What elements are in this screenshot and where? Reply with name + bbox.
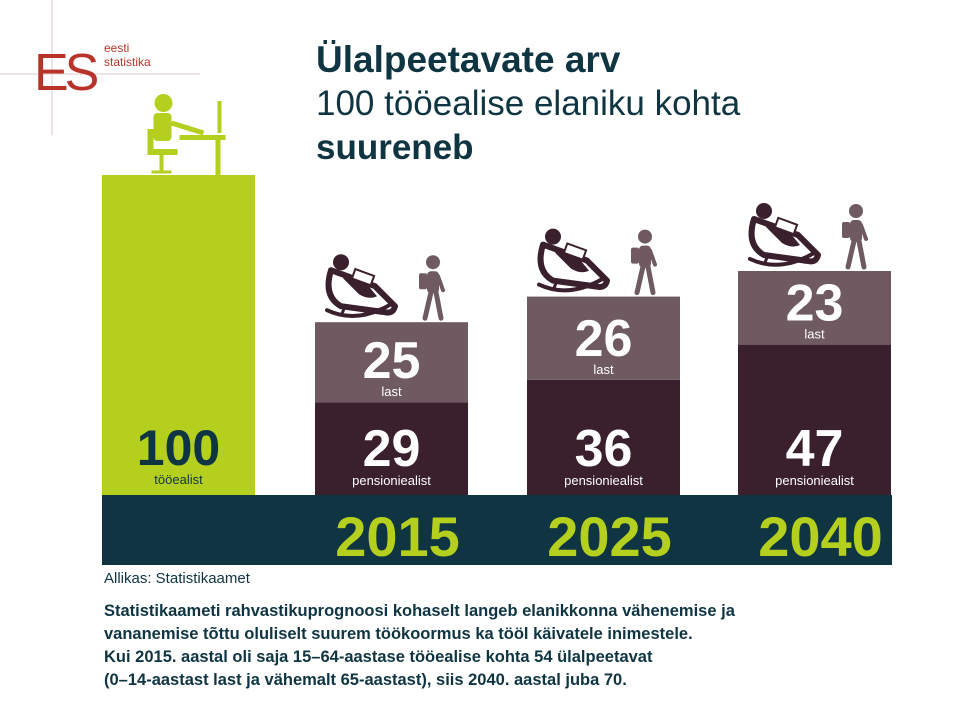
- icon-part: [849, 204, 863, 218]
- label-last-2015: last: [381, 384, 402, 399]
- bar-base-value: 100: [137, 420, 220, 476]
- icon-part: [419, 273, 427, 290]
- icon-part: [850, 220, 862, 242]
- icon-part: [436, 274, 445, 293]
- icon-part: [179, 135, 226, 140]
- value-pensioniealist-2040: 47: [786, 420, 844, 478]
- icon-part: [562, 242, 588, 262]
- label-last-2040: last: [804, 327, 825, 342]
- icon-part: [339, 305, 347, 317]
- icon-part: [762, 254, 770, 266]
- icon-part: [800, 256, 808, 264]
- bar-last-2040: [738, 271, 891, 345]
- icon-part: [856, 238, 867, 270]
- icon-part: [638, 229, 652, 244]
- label-last-2025: last: [593, 362, 614, 377]
- icon-part: [555, 250, 589, 273]
- logo-line2: statistika: [104, 55, 151, 69]
- value-last-2015: 25: [363, 332, 421, 390]
- icon-part: [845, 238, 857, 270]
- description-line: (0–14-aastast last ja vähemalt 65-aastas…: [104, 671, 627, 689]
- icon-part: [631, 247, 639, 264]
- title-line-2: 100 tööealise elaniku kohta: [316, 84, 741, 123]
- value-last-2025: 26: [575, 310, 633, 368]
- title-line-1: Ülalpeetavate arv: [316, 39, 621, 80]
- logo-line1: eesti: [104, 41, 129, 55]
- icon-part: [427, 271, 439, 294]
- icon-part: [748, 216, 821, 265]
- tick-label-2015: 2015: [335, 505, 460, 568]
- icon-part: [551, 280, 559, 292]
- rocking-chair-reader-icon: [325, 254, 398, 318]
- icon-part: [756, 203, 772, 219]
- icon-part: [426, 255, 440, 270]
- icon-part: [170, 120, 205, 136]
- description-line: Kui 2015. aastal oli saja 15–64-aastase …: [104, 648, 653, 666]
- bar-base: [102, 175, 255, 495]
- icon-part: [773, 216, 799, 236]
- chart-title: Ülalpeetavate arv 100 tööealise elaniku …: [316, 38, 740, 170]
- icon-part: [545, 228, 561, 245]
- value-last-2040: 23: [786, 275, 844, 333]
- icon-part: [325, 302, 393, 318]
- walking-child-icon: [419, 255, 445, 321]
- icon-part: [748, 251, 816, 267]
- icon-part: [154, 94, 173, 112]
- source-note: Allikas: Statistikaamet: [104, 570, 250, 587]
- title-line-3: suureneb: [316, 128, 474, 167]
- icon-part: [215, 135, 221, 175]
- description: Statistikaameti rahvastikuprognoosi koha…: [104, 600, 924, 692]
- icon-part: [147, 129, 154, 153]
- tick-label-2025: 2025: [547, 505, 672, 568]
- rocking-chair-reader-icon: [748, 203, 821, 267]
- icon-part: [645, 264, 656, 296]
- bar-pensioniealist-2040: [738, 344, 891, 495]
- label-pensioniealist-2040: pensioniealist: [775, 473, 854, 488]
- year-band: [102, 495, 892, 565]
- icon-part: [537, 241, 610, 290]
- icon-part: [325, 267, 398, 316]
- icon-part: [217, 101, 222, 133]
- tick-label-2040: 2040: [758, 505, 883, 568]
- icon-part: [842, 222, 850, 238]
- label-pensioniealist-2025: pensioniealist: [564, 473, 643, 488]
- bar-base-label: tööealist: [154, 472, 203, 487]
- value-pensioniealist-2015: 29: [363, 420, 421, 478]
- label-pensioniealist-2015: pensioniealist: [352, 473, 431, 488]
- icon-part: [639, 245, 651, 268]
- icon-part: [377, 307, 385, 316]
- icon-part: [537, 276, 605, 293]
- icon-part: [350, 267, 376, 287]
- eesti-statistika-logo: ES eesti statistika: [0, 0, 200, 135]
- icon-part: [433, 289, 444, 321]
- bar-pensioniealist-2015: [315, 402, 468, 495]
- bar-pensioniealist-2025: [527, 379, 680, 495]
- icon-part: [766, 225, 800, 247]
- icon-part: [859, 223, 868, 241]
- walking-child-icon: [631, 229, 657, 296]
- bar-last-2025: [527, 296, 680, 380]
- walking-child-icon: [842, 204, 868, 270]
- bar-last-2015: [315, 322, 468, 403]
- icon-part: [333, 254, 349, 271]
- icon-part: [343, 276, 377, 298]
- icon-part: [422, 289, 434, 321]
- description-line: vananemise tõttu oluliselt suurem töökoo…: [104, 625, 693, 643]
- person-at-desk-icon: [147, 94, 226, 175]
- logo-mark: ES: [34, 44, 98, 102]
- rocking-chair-reader-icon: [537, 228, 610, 293]
- icon-part: [648, 248, 657, 267]
- description-line: Statistikaameti rahvastikuprognoosi koha…: [104, 602, 735, 620]
- icon-part: [147, 149, 178, 155]
- icon-part: [153, 113, 172, 141]
- value-pensioniealist-2025: 36: [575, 420, 633, 478]
- icon-part: [589, 281, 597, 290]
- icon-part: [634, 264, 646, 296]
